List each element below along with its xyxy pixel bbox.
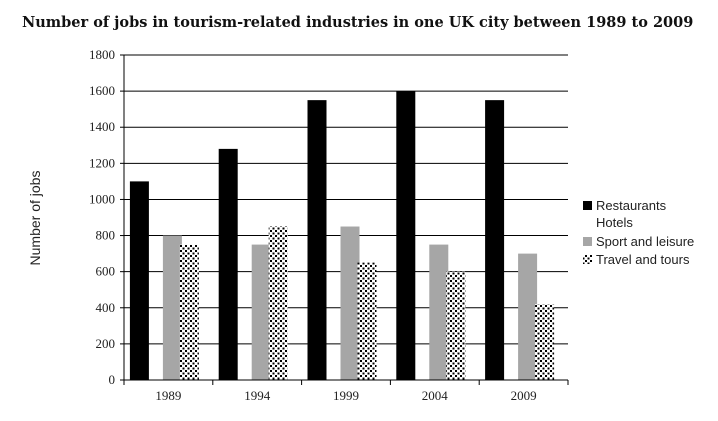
bar-restaurants xyxy=(396,91,416,380)
y-tick-label: 800 xyxy=(96,228,116,243)
legend: Restaurants Hotels Sport and leisure Travel… xyxy=(583,198,694,267)
bar-sport-and-leisure xyxy=(251,244,271,380)
bar-restaurants xyxy=(307,100,327,380)
bar-sport-and-leisure xyxy=(340,226,360,380)
x-tick-label: 1989 xyxy=(155,388,181,403)
y-axis-label: Number of jobs xyxy=(27,171,43,266)
bar-sport-and-leisure xyxy=(429,244,449,380)
bars xyxy=(129,91,555,380)
y-tick-label: 1200 xyxy=(89,155,115,170)
x-tick-label: 2009 xyxy=(511,388,537,403)
y-tick-label: 400 xyxy=(96,300,116,315)
bar-restaurants xyxy=(129,181,149,380)
legend-swatch xyxy=(583,201,592,210)
y-tick-label: 1600 xyxy=(89,83,115,98)
bar-travel-and-tours xyxy=(357,262,377,380)
bar-travel-and-tours xyxy=(446,271,466,380)
legend-label: Restaurants xyxy=(596,198,667,213)
bar-restaurants xyxy=(218,148,238,380)
bar-travel-and-tours xyxy=(179,244,199,380)
legend-label: Sport and leisure xyxy=(596,234,694,249)
bar-travel-and-tours xyxy=(535,304,555,380)
y-tick-label: 1400 xyxy=(89,119,115,134)
y-tick-label: 0 xyxy=(109,372,116,387)
bar-sport-and-leisure xyxy=(518,253,538,380)
axes xyxy=(123,55,568,381)
y-tick-label: 1800 xyxy=(89,47,115,62)
legend-label: Travel and tours xyxy=(596,252,690,267)
legend-label: Hotels xyxy=(596,215,633,230)
x-tick-labels: 1989 1994 1999 2004 2009 xyxy=(155,388,536,403)
y-tick-labels: 0 200 400 600 800 1000 1200 1400 1600 1800 xyxy=(89,47,115,387)
y-tick-label: 200 xyxy=(96,336,116,351)
x-tick-label: 1999 xyxy=(333,388,359,403)
y-tick-label: 1000 xyxy=(89,191,115,206)
bar-restaurants xyxy=(485,100,505,380)
x-tick-label: 2004 xyxy=(422,388,449,403)
x-tick-label: 1994 xyxy=(244,388,271,403)
legend-swatch xyxy=(583,255,592,264)
legend-swatch xyxy=(583,237,592,246)
bar-travel-and-tours xyxy=(268,226,288,380)
bar-sport-and-leisure xyxy=(162,235,182,380)
chart-title: Number of jobs in tourism-related indust… xyxy=(22,14,694,31)
y-tick-label: 600 xyxy=(96,264,116,279)
